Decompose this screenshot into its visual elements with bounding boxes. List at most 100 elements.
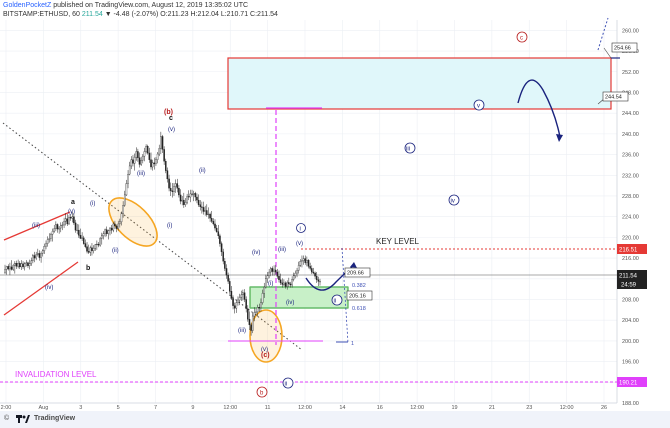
candle-body xyxy=(32,255,34,261)
candle-body xyxy=(40,253,42,258)
callout-209: 209.66 xyxy=(344,267,371,278)
wave-iv-right: (iv) xyxy=(286,300,294,306)
price-change: ▼ -4.48 (-2.07%) xyxy=(104,11,159,18)
price-chart[interactable]: 260.00256.00252.00248.00244.00240.00236.… xyxy=(0,0,670,411)
candle-body xyxy=(289,283,292,286)
candle-body xyxy=(158,148,160,155)
candle-body xyxy=(176,183,179,189)
candle-body xyxy=(45,243,47,247)
time-tick-label: 21 xyxy=(489,405,495,411)
candle-body xyxy=(81,237,83,239)
channel-upper-line[interactable] xyxy=(3,211,71,241)
candle-body xyxy=(183,199,185,205)
candle-body xyxy=(197,199,200,205)
circle-ii-bottom: ii xyxy=(282,377,294,389)
candle-body xyxy=(191,193,193,195)
candle-body xyxy=(230,291,233,299)
candle-body xyxy=(266,275,269,279)
circle-ii: ii xyxy=(331,294,343,306)
wave-c-red: (c) xyxy=(261,352,270,359)
tradingview-logo-icon xyxy=(16,415,30,425)
candle-body xyxy=(256,307,259,313)
candle-body xyxy=(38,253,41,258)
circle-i: i xyxy=(296,223,306,233)
candle-body xyxy=(115,225,118,229)
callout-244: 244.54 xyxy=(597,91,629,105)
orange-ellipse-bottom[interactable] xyxy=(249,309,283,363)
candle-body xyxy=(237,299,239,303)
candle-body xyxy=(186,196,188,203)
candle-body xyxy=(174,183,177,187)
footer: © TradingView xyxy=(0,411,670,428)
candle-body xyxy=(18,263,21,268)
candle-body xyxy=(17,263,19,267)
wave-c: c xyxy=(169,115,173,122)
candle-body xyxy=(225,268,228,276)
candle-body xyxy=(123,194,126,206)
candle-body xyxy=(258,307,261,309)
candle-body xyxy=(12,265,14,270)
candle-body xyxy=(94,244,97,249)
candles xyxy=(4,131,321,336)
candle-body xyxy=(263,286,265,294)
candle-body xyxy=(296,270,298,274)
candle-body xyxy=(35,254,37,259)
channel-lower-line[interactable] xyxy=(3,261,79,316)
candle-body xyxy=(284,282,287,287)
candle-body xyxy=(112,223,115,231)
time-tick-label: 12:00 xyxy=(560,405,574,411)
candle-body xyxy=(41,250,44,254)
candle-body xyxy=(283,282,285,285)
wave-i-mid: (i) xyxy=(167,223,172,229)
candle-body xyxy=(286,282,288,287)
wave-a: a xyxy=(71,199,75,206)
trend-line[interactable] xyxy=(2,122,303,351)
svg-text:iv: iv xyxy=(451,199,455,205)
svg-text:209.66: 209.66 xyxy=(347,271,364,277)
candle-body xyxy=(20,263,23,268)
price-tick-label: 244.00 xyxy=(622,111,639,117)
candle-body xyxy=(297,265,300,271)
candle-body xyxy=(148,152,151,160)
ohlc-values: O:211.23 H:212.04 L:210.71 C:211.54 xyxy=(160,11,278,18)
candle-body xyxy=(209,213,211,219)
candle-body xyxy=(143,151,146,157)
candle-body xyxy=(311,268,313,273)
wave-i-left: (i) xyxy=(90,201,95,207)
wave-v-top: (v) xyxy=(168,127,175,133)
candle-body xyxy=(61,224,64,226)
candle-body xyxy=(71,216,74,219)
candle-body xyxy=(192,193,195,195)
candle-body xyxy=(224,261,226,269)
candle-body xyxy=(105,229,108,234)
orange-ellipse-top[interactable] xyxy=(100,189,165,254)
last-price-tag: 211.54 24:59 xyxy=(617,270,647,289)
time-tick-label: 7 xyxy=(154,405,157,411)
price-tick-label: 236.00 xyxy=(622,153,639,159)
target-zone-box[interactable] xyxy=(227,57,612,110)
callout-254: 254.66 xyxy=(603,42,638,59)
candle-body xyxy=(76,229,78,231)
candle-body xyxy=(187,196,190,198)
author-link[interactable]: GoldenPocketZ xyxy=(3,2,52,9)
footer-brand[interactable]: TradingView xyxy=(34,415,76,422)
candle-body xyxy=(178,188,180,196)
time-tick-label: 3 xyxy=(79,405,82,411)
candle-body xyxy=(306,259,308,263)
svg-text:iii: iii xyxy=(406,147,410,153)
candle-body xyxy=(235,302,238,309)
svg-text:254.66: 254.66 xyxy=(614,46,631,52)
candle-body xyxy=(268,271,270,276)
candle-body xyxy=(146,146,149,154)
projection-arrow-small xyxy=(350,262,357,268)
price-tick-label: 224.00 xyxy=(622,215,639,221)
time-tick-label: 26 xyxy=(601,405,607,411)
time-tick-label: Aug xyxy=(38,405,48,411)
candle-body xyxy=(179,194,182,202)
candle-body xyxy=(110,227,113,231)
candle-body xyxy=(294,272,297,276)
candle-body xyxy=(168,178,170,189)
price-axis[interactable]: 260.00256.00252.00248.00244.00240.00236.… xyxy=(622,28,639,407)
time-axis[interactable]: 2:00 Aug 3 5 7 9 12:00 11 12:00 14 16 12:00 19 21 23 12… xyxy=(1,405,607,411)
candle-body xyxy=(92,248,95,252)
